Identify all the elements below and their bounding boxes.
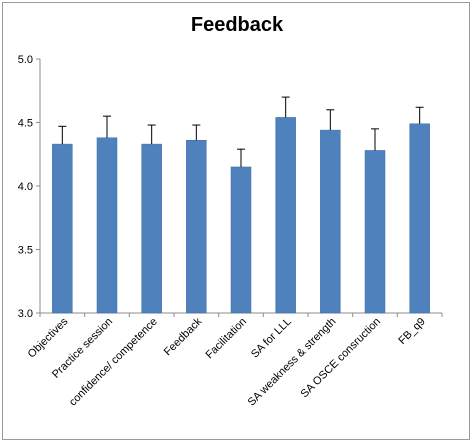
- bar: [230, 166, 252, 314]
- y-tick-label: 3.5: [18, 245, 33, 257]
- x-tick-label: FB_q9: [396, 316, 427, 347]
- bar: [275, 117, 296, 314]
- bar: [409, 123, 430, 314]
- x-tick-label: Feedback: [162, 315, 205, 358]
- y-tick-label: 4.5: [18, 118, 33, 130]
- chart-title: Feedback: [190, 14, 284, 36]
- bar: [52, 143, 73, 314]
- y-tick-label: 5.0: [18, 54, 33, 66]
- x-tick-label: SA weakness & strength: [246, 316, 339, 409]
- x-tick-label: SA OSCE consruction: [299, 316, 384, 401]
- bar: [96, 137, 118, 314]
- x-tick-label: SA for LLL: [249, 316, 294, 361]
- bar: [364, 150, 386, 314]
- x-tick-label: confidence/ competence: [67, 316, 160, 409]
- bar: [186, 140, 207, 314]
- x-tick-label: Objectives: [26, 315, 71, 360]
- bar: [320, 129, 341, 314]
- y-tick-label: 3.0: [18, 308, 33, 320]
- y-tick-label: 4.0: [18, 181, 33, 193]
- bar: [141, 143, 162, 314]
- x-tick-label: Facilitation: [203, 316, 249, 362]
